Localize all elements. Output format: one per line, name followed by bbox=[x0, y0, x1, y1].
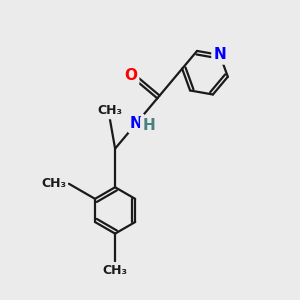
Text: CH₃: CH₃ bbox=[103, 264, 128, 277]
Text: N: N bbox=[130, 116, 142, 131]
Text: H: H bbox=[142, 118, 155, 133]
Text: N: N bbox=[214, 47, 226, 62]
Text: CH₃: CH₃ bbox=[97, 104, 122, 117]
Text: CH₃: CH₃ bbox=[41, 177, 66, 190]
Text: O: O bbox=[124, 68, 137, 83]
